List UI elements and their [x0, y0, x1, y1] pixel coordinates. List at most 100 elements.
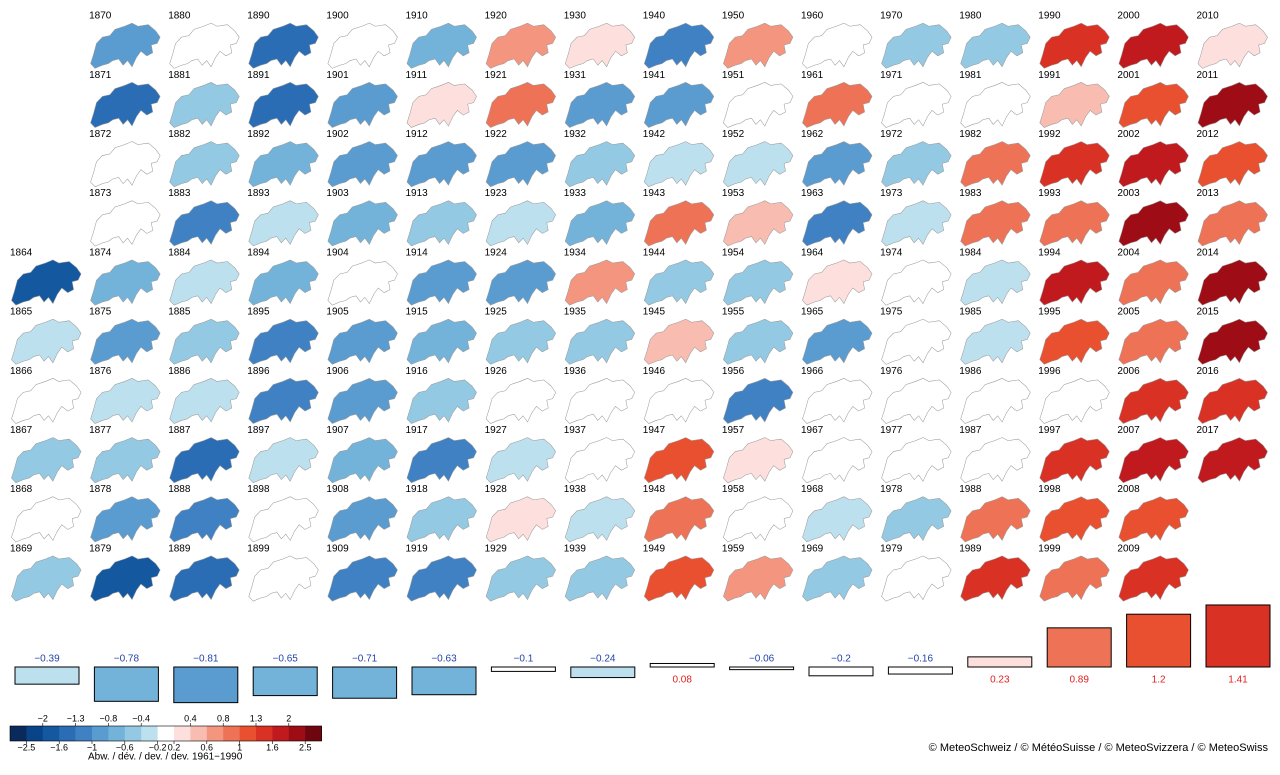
year-label: 2017	[1197, 425, 1220, 436]
year-map	[327, 437, 398, 484]
year-map	[1039, 377, 1110, 424]
year-map	[485, 141, 557, 188]
year-label: 1950	[722, 11, 745, 22]
year-label: 1964	[801, 247, 824, 258]
year-map	[406, 81, 477, 128]
decade-bar	[1205, 604, 1271, 668]
year-label: 2001	[1117, 70, 1140, 81]
decade-bar	[1046, 627, 1112, 668]
colorbar-cell	[272, 726, 290, 741]
year-label: 2009	[1117, 543, 1140, 554]
year-map	[169, 259, 240, 306]
colorbar-cell	[174, 726, 191, 741]
year-label: 1920	[485, 11, 508, 22]
year-map	[327, 555, 398, 602]
year-label: 1867	[10, 425, 33, 436]
year-label: 2012	[1197, 129, 1220, 140]
year-map	[1118, 496, 1189, 543]
year-map	[485, 318, 557, 365]
year-map	[327, 259, 398, 306]
colorbar-tick-label: 2.5	[299, 742, 312, 752]
year-map	[881, 318, 952, 365]
year-map	[406, 22, 477, 69]
decade-label: −0.39	[34, 654, 60, 665]
year-map	[564, 318, 636, 365]
colorbar-cell	[223, 726, 240, 741]
year-map	[169, 318, 240, 365]
year-map	[802, 141, 873, 188]
year-label: 1956	[722, 366, 745, 377]
year-map	[881, 259, 952, 306]
year-label: 1970	[880, 11, 903, 22]
year-label: 1975	[880, 307, 903, 318]
year-map	[1197, 22, 1268, 69]
colorbar-cell	[190, 726, 208, 741]
year-label: 1871	[89, 70, 112, 81]
year-label: 1945	[643, 307, 666, 318]
year-label: 1887	[168, 425, 191, 436]
colorbar-tick-label: −2	[38, 713, 48, 723]
year-label: 1914	[406, 247, 429, 258]
year-label: 1986	[959, 366, 982, 377]
colorbar-cell	[10, 726, 27, 741]
year-map	[1118, 555, 1189, 602]
decade-bar	[490, 666, 556, 672]
year-map	[802, 318, 873, 365]
year-map	[960, 377, 1031, 424]
colorbar-cell	[26, 726, 44, 741]
year-label: 1898	[247, 484, 270, 495]
year-label: 2016	[1197, 366, 1220, 377]
year-label: 2003	[1117, 188, 1140, 199]
year-label: 1960	[801, 11, 824, 22]
decade-bar	[252, 666, 318, 697]
year-map	[643, 437, 715, 484]
decade-bar	[1126, 613, 1192, 668]
year-map	[564, 259, 636, 306]
year-map	[881, 437, 952, 484]
year-map	[406, 259, 477, 306]
year-label: 2014	[1197, 247, 1220, 258]
decade-label: −0.1	[514, 654, 534, 665]
year-label: 2002	[1117, 129, 1140, 140]
year-map	[802, 200, 873, 247]
year-map	[643, 377, 715, 424]
year-label: 1997	[1038, 425, 1061, 436]
year-map	[11, 437, 82, 484]
year-label: 1896	[247, 366, 270, 377]
year-label: 1931	[564, 70, 587, 81]
year-label: 1966	[801, 366, 824, 377]
year-label: 1971	[880, 70, 903, 81]
year-label: 1983	[959, 188, 982, 199]
decade-label: −0.81	[193, 654, 219, 665]
year-map	[881, 22, 952, 69]
decade-bar	[14, 666, 80, 685]
year-label: 1882	[168, 129, 191, 140]
colorbar-cell	[157, 726, 175, 741]
year-map	[90, 259, 161, 306]
colorbar-tick-label: −0.6	[116, 742, 134, 752]
year-label: 1969	[801, 543, 824, 554]
year-map	[960, 200, 1031, 247]
year-map	[564, 200, 636, 247]
year-label: 1944	[643, 247, 666, 258]
year-map	[722, 200, 794, 247]
year-map	[881, 81, 952, 128]
year-label: 1962	[801, 129, 824, 140]
decade-bar	[570, 666, 636, 679]
decade-label: −0.16	[908, 654, 934, 665]
year-map	[169, 81, 240, 128]
year-map	[564, 81, 636, 128]
year-label: 1978	[880, 484, 903, 495]
year-map	[564, 22, 636, 69]
year-label: 1885	[168, 307, 191, 318]
year-label: 1972	[880, 129, 903, 140]
colorbar-cell	[305, 726, 322, 741]
colorbar-tick-label: −0.4	[132, 713, 150, 723]
year-label: 1905	[326, 307, 349, 318]
year-label: 1957	[722, 425, 745, 436]
year-label: 1954	[722, 247, 745, 258]
decade-label: −0.06	[749, 654, 775, 665]
colorbar-tick-label: −0.8	[100, 713, 118, 723]
year-map	[327, 141, 398, 188]
year-label: 1890	[247, 11, 270, 22]
